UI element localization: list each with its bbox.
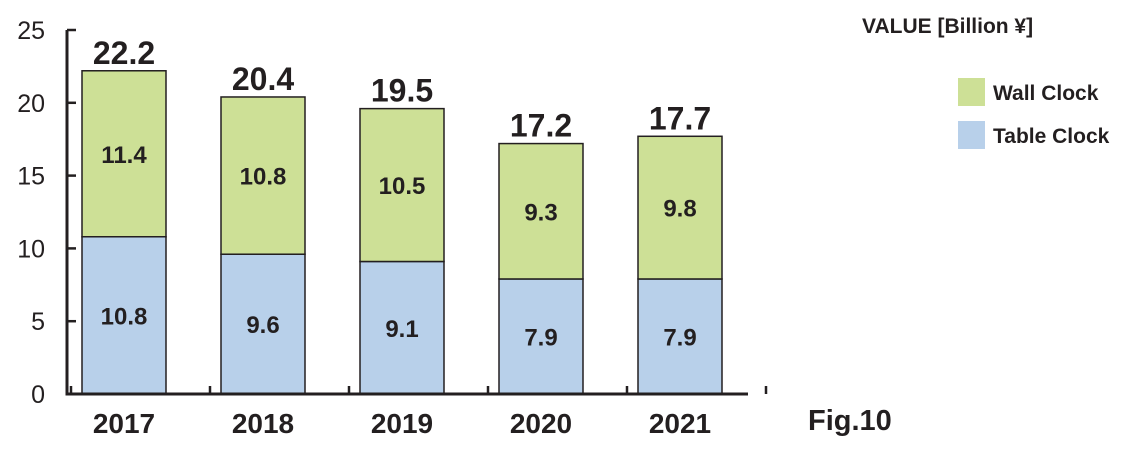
segment-value-label: 10.8 <box>240 164 287 191</box>
legend-label: Table Clock <box>993 125 1110 148</box>
y-axis-unit-label: VALUE [Billion ¥] <box>862 15 1033 38</box>
y-tick-label: 10 <box>17 235 45 263</box>
total-value-label: 19.5 <box>371 73 433 109</box>
axes-group: 2017 2018 2019 2020 2021 0 5 10 15 20 25 <box>17 17 768 439</box>
y-tick-label: 25 <box>17 17 45 45</box>
total-value-label: 22.2 <box>93 35 155 71</box>
legend-label: Wall Clock <box>993 82 1099 105</box>
segment-value-label: 9.8 <box>663 196 696 223</box>
legend-swatch <box>958 121 985 149</box>
legend-swatch <box>958 78 985 106</box>
total-value-label: 17.2 <box>510 108 572 144</box>
y-tick-label: 0 <box>31 381 45 409</box>
segment-value-label: 11.4 <box>101 142 147 169</box>
x-tick-label: 2018 <box>232 408 294 439</box>
x-tick-label: 2019 <box>371 408 433 439</box>
total-value-label: 17.7 <box>649 100 711 136</box>
bars-group: 10.8 11.4 22.2 9.6 10.8 20.4 9.1 10.5 19.5 7.9 9.3… <box>81 35 723 395</box>
bar-segment <box>637 135 723 280</box>
segment-value-label: 10.8 <box>101 303 148 330</box>
total-value-label: 20.4 <box>232 61 294 97</box>
y-tick-label: 20 <box>17 90 45 118</box>
segment-value-label: 7.9 <box>524 324 557 351</box>
x-tick-label: 2017 <box>93 408 155 439</box>
segment-value-label: 7.9 <box>663 324 696 351</box>
bar-segment <box>359 107 445 263</box>
figure-label: Fig.10 <box>808 405 892 437</box>
segment-value-label: 10.5 <box>379 173 426 200</box>
bar-segment <box>81 70 167 238</box>
segment-value-label: 9.6 <box>246 312 279 339</box>
bar-segment <box>498 142 584 280</box>
y-tick-label: 15 <box>17 163 45 191</box>
bar-segment <box>220 96 306 255</box>
segment-value-label: 9.3 <box>524 199 557 226</box>
x-tick-label: 2020 <box>510 408 572 439</box>
y-tick-label: 5 <box>31 308 45 336</box>
segment-value-label: 9.1 <box>385 316 418 343</box>
legend: Wall Clock Table Clock <box>958 78 1110 149</box>
x-tick-label: 2021 <box>649 408 711 439</box>
bar-segment <box>81 236 167 395</box>
